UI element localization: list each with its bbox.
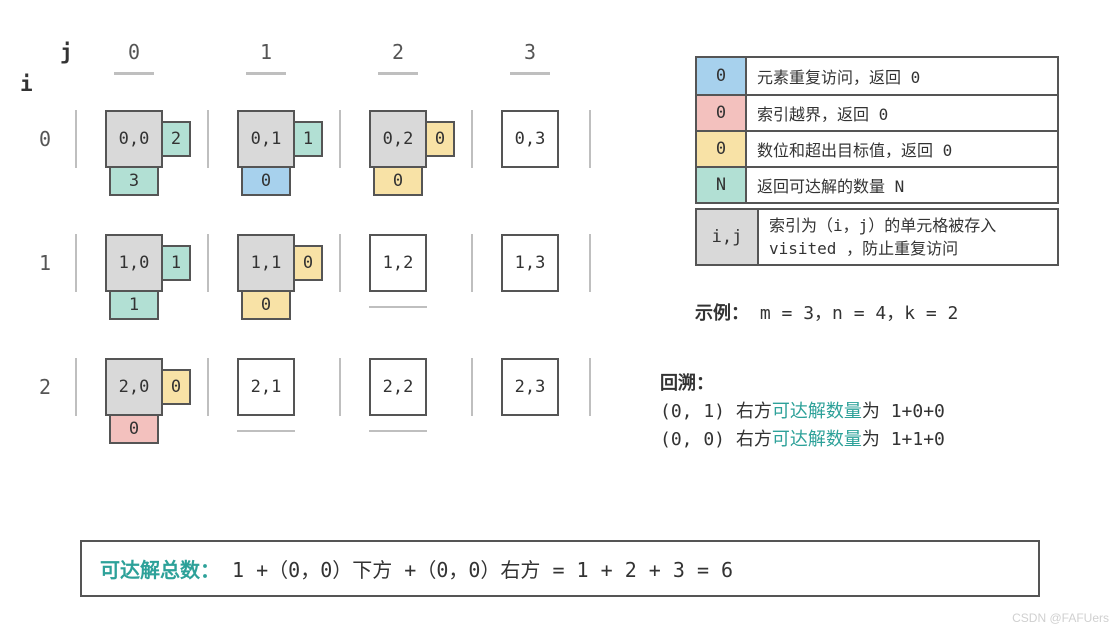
- legend-table: 0元素重复访问，返回 00索引越界，返回 00数位和超出目标值，返回 0N返回可…: [695, 56, 1059, 204]
- tab-right-0-2: 0: [425, 121, 455, 157]
- tab-right-0-0: 2: [161, 121, 191, 157]
- legend-ij-text: 索引为（i，j）的单元格被存入 visited ，防止重复访问: [759, 210, 1057, 264]
- legend-text-0: 元素重复访问，返回 0: [747, 58, 1057, 94]
- tab-bottom-1-1: 0: [241, 290, 291, 320]
- grid-cell-1-0: 1,0: [105, 234, 163, 292]
- tab-right-0-1: 1: [293, 121, 323, 157]
- col-underline-2: [378, 72, 418, 75]
- sep-bar-0-0: [207, 110, 209, 168]
- row-bar-0: [75, 110, 77, 168]
- sep-bar-2-0: [207, 358, 209, 416]
- legend-text-3: 返回可达解的数量 N: [747, 168, 1057, 202]
- backtrack-line-0: (0, 1) 右方可达解数量为 1+0+0: [660, 398, 945, 426]
- example-line: 示例： m = 3，n = 4，k = 2: [695, 300, 958, 328]
- col-header-3: 3: [500, 40, 560, 64]
- row-header-0: 0: [30, 127, 60, 151]
- watermark: CSDN @FAFUers: [1012, 611, 1109, 625]
- tab-bottom-1-0: 1: [109, 290, 159, 320]
- grid-cell-2-2: 2,2: [369, 358, 427, 416]
- row-header-2: 2: [30, 375, 60, 399]
- tab-bottom-0-2: 0: [373, 166, 423, 196]
- legend-swatch-0: 0: [697, 58, 747, 94]
- cell-dash-2-1: [237, 430, 295, 432]
- col-header-0: 0: [104, 40, 164, 64]
- col-underline-1: [246, 72, 286, 75]
- grid-cell-1-2: 1,2: [369, 234, 427, 292]
- legend-row-0: 0元素重复访问，返回 0: [697, 58, 1057, 94]
- row-header-1: 1: [30, 251, 60, 275]
- tab-right-2-0: 0: [161, 369, 191, 405]
- tab-bottom-0-0: 3: [109, 166, 159, 196]
- summary-box: 可达解总数： 1 +（0，0）下方 +（0，0）右方 = 1 + 2 + 3 =…: [80, 540, 1040, 597]
- grid-cell-2-3: 2,3: [501, 358, 559, 416]
- legend-ij: i,j索引为（i，j）的单元格被存入 visited ，防止重复访问: [695, 208, 1059, 266]
- legend-swatch-1: 0: [697, 96, 747, 130]
- grid-cell-0-1: 0,1: [237, 110, 295, 168]
- sep-bar-2-1: [339, 358, 341, 416]
- grid-cell-2-1: 2,1: [237, 358, 295, 416]
- tab-bottom-0-1: 0: [241, 166, 291, 196]
- grid-cell-0-0: 0,0: [105, 110, 163, 168]
- tab-right-1-1: 0: [293, 245, 323, 281]
- row-bar-1: [75, 234, 77, 292]
- row-bar-2: [75, 358, 77, 416]
- legend-text-2: 数位和超出目标值，返回 0: [747, 132, 1057, 166]
- legend-row-3: N返回可达解的数量 N: [697, 166, 1057, 202]
- axis-label-j: j: [60, 40, 73, 64]
- axis-label-i: i: [20, 72, 33, 96]
- sep-bar-1-1: [339, 234, 341, 292]
- legend-text-1: 索引越界，返回 0: [747, 96, 1057, 130]
- grid-cell-1-1: 1,1: [237, 234, 295, 292]
- sep-bar-0-2: [471, 110, 473, 168]
- col-header-2: 2: [368, 40, 428, 64]
- col-underline-3: [510, 72, 550, 75]
- grid-cell-0-2: 0,2: [369, 110, 427, 168]
- cell-dash-1-2: [369, 306, 427, 308]
- sep-bar-2-3: [589, 358, 591, 416]
- tab-right-1-0: 1: [161, 245, 191, 281]
- sep-bar-1-2: [471, 234, 473, 292]
- sep-bar-0-1: [339, 110, 341, 168]
- legend-ij-swatch: i,j: [697, 210, 759, 264]
- legend-swatch-2: 0: [697, 132, 747, 166]
- legend-swatch-3: N: [697, 168, 747, 202]
- grid-cell-0-3: 0,3: [501, 110, 559, 168]
- sep-bar-1-3: [589, 234, 591, 292]
- col-underline-0: [114, 72, 154, 75]
- cell-dash-2-2: [369, 430, 427, 432]
- sep-bar-2-2: [471, 358, 473, 416]
- legend-row-2: 0数位和超出目标值，返回 0: [697, 130, 1057, 166]
- sep-bar-1-0: [207, 234, 209, 292]
- col-header-1: 1: [236, 40, 296, 64]
- grid-cell-1-3: 1,3: [501, 234, 559, 292]
- tab-bottom-2-0: 0: [109, 414, 159, 444]
- sep-bar-0-3: [589, 110, 591, 168]
- grid-cell-2-0: 2,0: [105, 358, 163, 416]
- backtrack-line-1: (0, 0) 右方可达解数量为 1+1+0: [660, 426, 945, 454]
- legend-row-1: 0索引越界，返回 0: [697, 94, 1057, 130]
- backtrack-block: 回溯：(0, 1) 右方可达解数量为 1+0+0(0, 0) 右方可达解数量为 …: [660, 370, 945, 454]
